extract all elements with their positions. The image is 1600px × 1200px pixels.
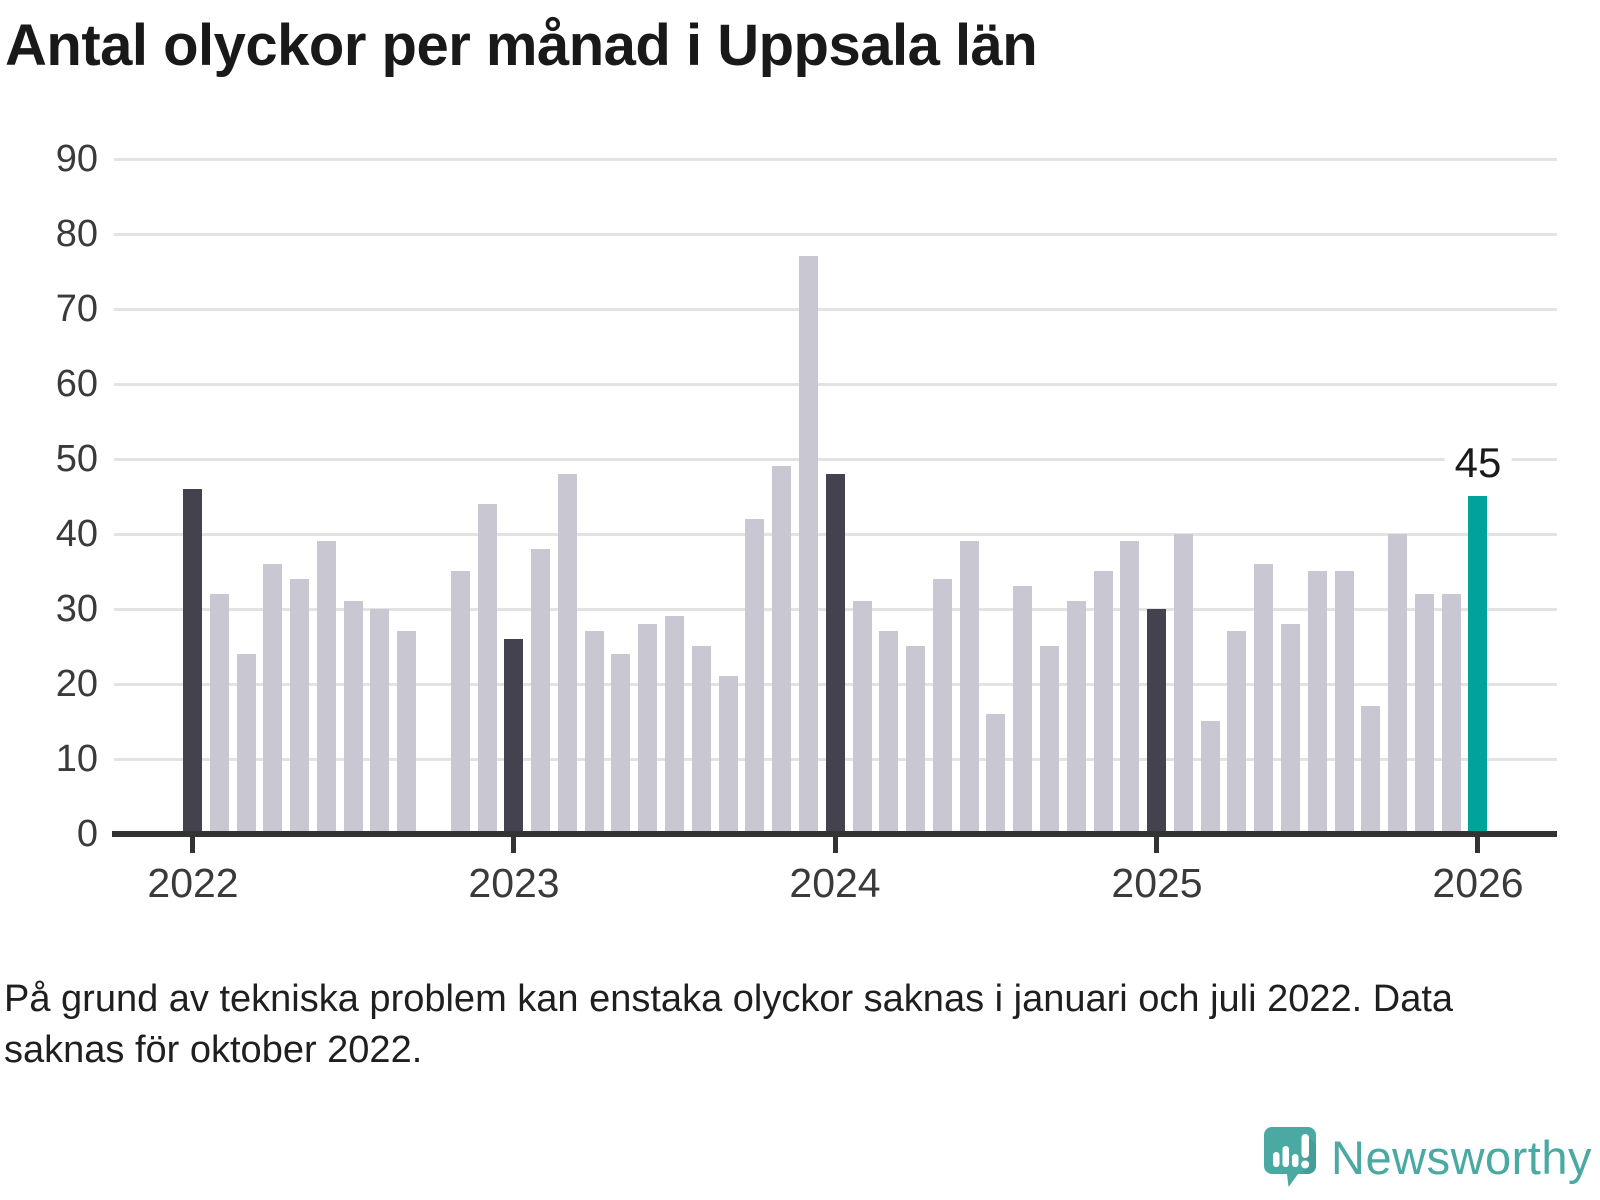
y-axis-tick-label-80: 80 xyxy=(55,213,98,255)
bar-2022-12 xyxy=(478,504,497,834)
bar-2024-04 xyxy=(906,646,925,834)
gridline-70 xyxy=(114,308,1557,311)
bar-2025-08 xyxy=(1335,571,1354,834)
x-axis-tick-2024 xyxy=(833,837,838,853)
bar-2024-08 xyxy=(1013,586,1032,834)
gridline-80 xyxy=(114,233,1557,236)
bar-2023-11 xyxy=(772,466,791,834)
y-axis-tick-label-90: 90 xyxy=(55,138,98,180)
bar-2023-04 xyxy=(585,631,604,834)
y-axis-tick-label-20: 20 xyxy=(55,663,98,705)
chart-footnote: På grund av tekniska problem kan enstaka… xyxy=(4,978,1454,1072)
bar-2025-11 xyxy=(1415,594,1434,834)
bar-2022-08 xyxy=(370,609,389,834)
x-axis-tick-2022 xyxy=(190,837,195,853)
bar-2022-01 xyxy=(183,489,202,834)
bar-2024-03 xyxy=(879,631,898,834)
bar-2022-05 xyxy=(290,579,309,834)
x-axis-line xyxy=(112,831,1557,837)
y-axis-tick-label-70: 70 xyxy=(55,288,98,330)
x-axis-tick-label-2022: 2022 xyxy=(147,860,239,906)
bar-2024-07 xyxy=(986,714,1005,834)
bar-2025-10 xyxy=(1388,534,1407,834)
bar-2025-12 xyxy=(1442,594,1461,834)
chart-title: Antal olyckor per månad i Uppsala län xyxy=(5,13,1038,78)
gridline-50 xyxy=(114,458,1557,461)
bar-2024-06 xyxy=(960,541,979,834)
bar-2025-09 xyxy=(1361,706,1380,834)
y-axis-tick-label-60: 60 xyxy=(55,363,98,405)
y-axis-tick-label-40: 40 xyxy=(55,513,98,555)
bar-2025-01 xyxy=(1147,609,1166,834)
bar-2024-10 xyxy=(1067,601,1086,834)
bar-2022-06 xyxy=(317,541,336,834)
bar-2022-03 xyxy=(237,654,256,834)
bar-2023-10 xyxy=(745,519,764,834)
y-axis-tick-label-50: 50 xyxy=(55,438,98,480)
bar-2024-01 xyxy=(826,474,845,834)
newsworthy-logo-icon xyxy=(1264,1127,1317,1187)
y-axis-tick-label-10: 10 xyxy=(55,738,98,780)
bar-2023-03 xyxy=(558,474,577,834)
bar-2025-03 xyxy=(1201,721,1220,834)
bar-2023-09 xyxy=(719,676,738,834)
x-axis-tick-label-2024: 2024 xyxy=(789,860,881,906)
gridline-90 xyxy=(114,158,1557,161)
bar-2023-12 xyxy=(799,256,818,834)
x-axis-tick-2023 xyxy=(511,837,516,853)
x-axis-tick-label-2025: 2025 xyxy=(1111,860,1203,906)
bar-2022-09 xyxy=(397,631,416,834)
bar-2022-07 xyxy=(344,601,363,834)
x-axis-tick-2025 xyxy=(1154,837,1159,853)
bar-2023-02 xyxy=(531,549,550,834)
newsworthy-logo: Newsworthy xyxy=(1263,1126,1592,1188)
bar-2023-08 xyxy=(692,646,711,834)
bar-2025-05 xyxy=(1254,564,1273,834)
bar-2024-05 xyxy=(933,579,952,834)
bar-2025-07 xyxy=(1308,571,1327,834)
bar-2024-11 xyxy=(1094,571,1113,834)
bar-2025-02 xyxy=(1174,534,1193,834)
bar-2023-06 xyxy=(638,624,657,834)
bar-2022-11 xyxy=(451,571,470,834)
bar-2024-12 xyxy=(1120,541,1139,834)
gridline-60 xyxy=(114,383,1557,386)
bar-2026-01 xyxy=(1468,496,1487,834)
bar-2025-06 xyxy=(1281,624,1300,834)
bar-2022-04 xyxy=(263,564,282,834)
current-value-label: 45 xyxy=(1444,442,1512,484)
bar-2022-02 xyxy=(210,594,229,834)
bar-2025-04 xyxy=(1227,631,1246,834)
y-axis-tick-label-0: 0 xyxy=(76,813,98,855)
bar-2024-02 xyxy=(853,601,872,834)
x-axis-tick-label-2026: 2026 xyxy=(1432,860,1524,906)
bar-2023-07 xyxy=(665,616,684,834)
bar-2023-01 xyxy=(504,639,523,834)
bar-2023-05 xyxy=(611,654,630,834)
x-axis-tick-2026 xyxy=(1475,837,1480,853)
bar-2024-09 xyxy=(1040,646,1059,834)
newsworthy-logo-text: Newsworthy xyxy=(1331,1130,1592,1184)
x-axis-tick-label-2023: 2023 xyxy=(468,860,560,906)
y-axis-tick-label-30: 30 xyxy=(55,588,98,630)
